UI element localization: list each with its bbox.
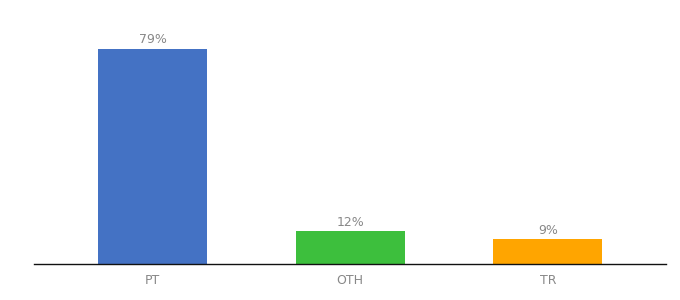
Bar bbox=[494, 239, 602, 264]
Text: 9%: 9% bbox=[538, 224, 558, 237]
Bar bbox=[296, 231, 405, 264]
Text: 79%: 79% bbox=[139, 33, 167, 46]
Text: 12%: 12% bbox=[337, 216, 364, 229]
Bar bbox=[98, 49, 207, 264]
